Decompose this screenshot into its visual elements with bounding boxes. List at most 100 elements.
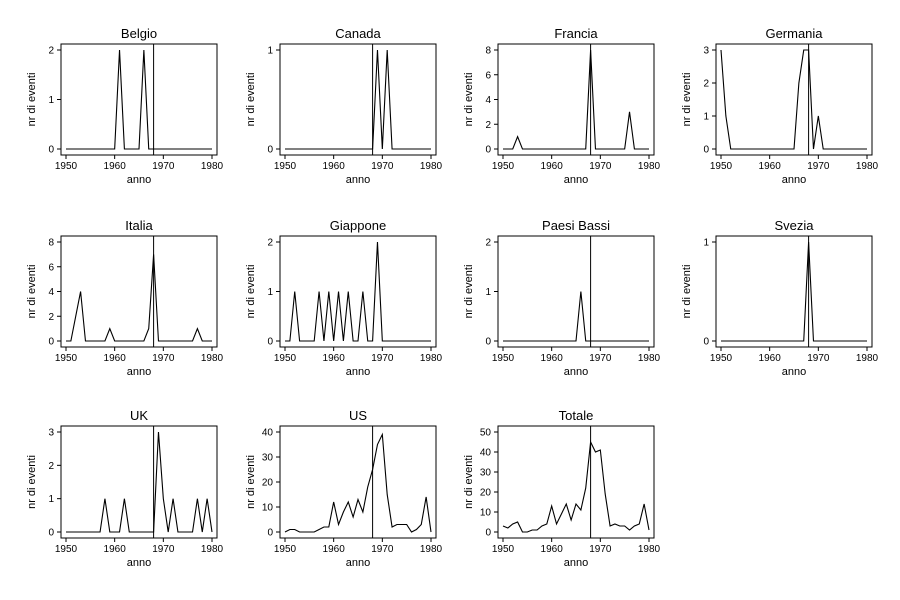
x-tick-label: 1960 — [104, 544, 127, 555]
y-tick-label: 2 — [48, 46, 54, 57]
x-axis-label: anno — [346, 174, 370, 186]
x-tick-label: 1970 — [807, 161, 830, 172]
panel-canada: Canada 1950 1960 1970 1980 0 1 anno nr di eventi — [245, 26, 443, 186]
y-tick-label: 10 — [480, 508, 492, 519]
y-tick-label: 1 — [703, 238, 709, 249]
y-tick-label: 50 — [480, 428, 492, 439]
x-tick-label: 1950 — [274, 353, 297, 364]
x-tick-label: 1960 — [104, 161, 127, 172]
y-tick-label: 1 — [485, 287, 491, 298]
panel-title: Paesi Bassi — [542, 218, 610, 233]
x-tick-label: 1980 — [638, 161, 661, 172]
series-line-francia — [503, 49, 649, 150]
plot-frame — [497, 235, 655, 348]
x-tick-label: 1970 — [807, 353, 830, 364]
x-tick-label: 1960 — [541, 161, 564, 172]
series-line-giappone — [285, 241, 431, 342]
panel-belgio: Belgio 1950 1960 1970 1980 0 1 2 anno nr di event… — [26, 26, 224, 186]
x-tick-label: 1980 — [420, 353, 443, 364]
x-tick-label: 1960 — [759, 353, 782, 364]
x-tick-label: 1980 — [201, 161, 224, 172]
panel-title: Francia — [554, 26, 598, 41]
x-tick-label: 1980 — [201, 353, 224, 364]
y-tick-label: 1 — [48, 494, 54, 505]
y-axis-label: nr di eventi — [26, 455, 38, 509]
y-axis-label: nr di eventi — [26, 265, 38, 319]
y-tick-label: 2 — [485, 238, 491, 249]
y-tick-label: 0 — [48, 337, 54, 348]
panel-svezia: Svezia 1950 1960 1970 1980 0 1 anno nr di eventi — [681, 218, 879, 378]
x-tick-label: 1950 — [55, 544, 78, 555]
y-axis-label: nr di eventi — [681, 265, 693, 319]
x-tick-label: 1960 — [323, 353, 346, 364]
panel-title: Totale — [559, 408, 594, 423]
panel-title: Italia — [125, 218, 153, 233]
x-tick-label: 1980 — [638, 353, 661, 364]
y-tick-label: 30 — [262, 453, 274, 464]
x-axis-label: anno — [127, 174, 151, 186]
x-tick-label: 1960 — [323, 544, 346, 555]
panel-title: Giappone — [330, 218, 386, 233]
x-tick-label: 1970 — [371, 161, 394, 172]
plot-frame — [715, 235, 873, 348]
x-tick-label: 1980 — [420, 544, 443, 555]
panel-title: UK — [130, 408, 148, 423]
y-axis-label: nr di eventi — [245, 73, 257, 127]
x-tick-label: 1950 — [55, 161, 78, 172]
x-tick-label: 1980 — [201, 544, 224, 555]
x-axis-label: anno — [127, 557, 151, 569]
x-tick-label: 1950 — [710, 161, 733, 172]
plot-frame — [497, 43, 655, 156]
y-axis-label: nr di eventi — [681, 73, 693, 127]
series-line-totale — [502, 440, 650, 533]
y-tick-label: 20 — [262, 478, 274, 489]
y-tick-label: 10 — [262, 503, 274, 514]
x-tick-label: 1950 — [710, 353, 733, 364]
series-line-paesi-bassi — [503, 291, 649, 342]
plot-frame — [497, 425, 655, 539]
y-axis-label: nr di eventi — [463, 455, 475, 509]
x-tick-label: 1960 — [541, 353, 564, 364]
panel-italia: Italia 1950 1960 1970 1980 0 2 4 6 8 anno nr di eve… — [26, 218, 224, 378]
x-tick-label: 1970 — [152, 353, 175, 364]
y-tick-label: 2 — [48, 312, 54, 323]
x-axis-label: anno — [346, 557, 370, 569]
x-tick-label: 1980 — [420, 161, 443, 172]
y-tick-label: 40 — [262, 428, 274, 439]
x-axis-label: anno — [346, 366, 370, 378]
plot-frame — [279, 425, 437, 539]
x-tick-label: 1960 — [541, 544, 564, 555]
plot-frame — [715, 43, 873, 156]
y-tick-label: 0 — [703, 337, 709, 348]
x-tick-label: 1960 — [104, 353, 127, 364]
x-axis-label: anno — [564, 366, 588, 378]
x-axis-label: anno — [782, 174, 806, 186]
y-tick-label: 30 — [480, 468, 492, 479]
y-axis-label: nr di eventi — [26, 73, 38, 127]
x-axis-label: anno — [782, 366, 806, 378]
series-line-us — [284, 432, 432, 533]
panel-totale: Totale 1950 1960 1970 1980 0 10 20 30 40 50 anno nr … — [463, 408, 661, 569]
y-tick-label: 40 — [480, 448, 492, 459]
plot-frame — [60, 425, 218, 539]
y-axis-label: nr di eventi — [463, 73, 475, 127]
x-tick-label: 1970 — [589, 161, 612, 172]
panel-title: Svezia — [774, 218, 814, 233]
y-tick-label: 4 — [48, 287, 54, 298]
y-tick-label: 0 — [485, 145, 491, 156]
y-axis-label: nr di eventi — [463, 265, 475, 319]
y-tick-label: 1 — [48, 95, 54, 106]
x-axis-label: anno — [127, 366, 151, 378]
panel-uk: UK 1950 1960 1970 1980 0 1 2 3 anno nr di eventi — [26, 408, 224, 569]
panel-title: US — [349, 408, 367, 423]
y-axis-label: nr di eventi — [245, 455, 257, 509]
x-tick-label: 1980 — [638, 544, 661, 555]
y-tick-label: 3 — [48, 428, 54, 439]
x-tick-label: 1970 — [152, 161, 175, 172]
x-tick-label: 1950 — [274, 161, 297, 172]
y-tick-label: 2 — [485, 120, 491, 131]
panel-paesi-bassi: Paesi Bassi 1950 1960 1970 1980 0 1 2 anno nr di … — [463, 218, 661, 378]
y-axis-label: nr di eventi — [245, 265, 257, 319]
y-tick-label: 6 — [48, 262, 54, 273]
y-tick-label: 20 — [480, 488, 492, 499]
